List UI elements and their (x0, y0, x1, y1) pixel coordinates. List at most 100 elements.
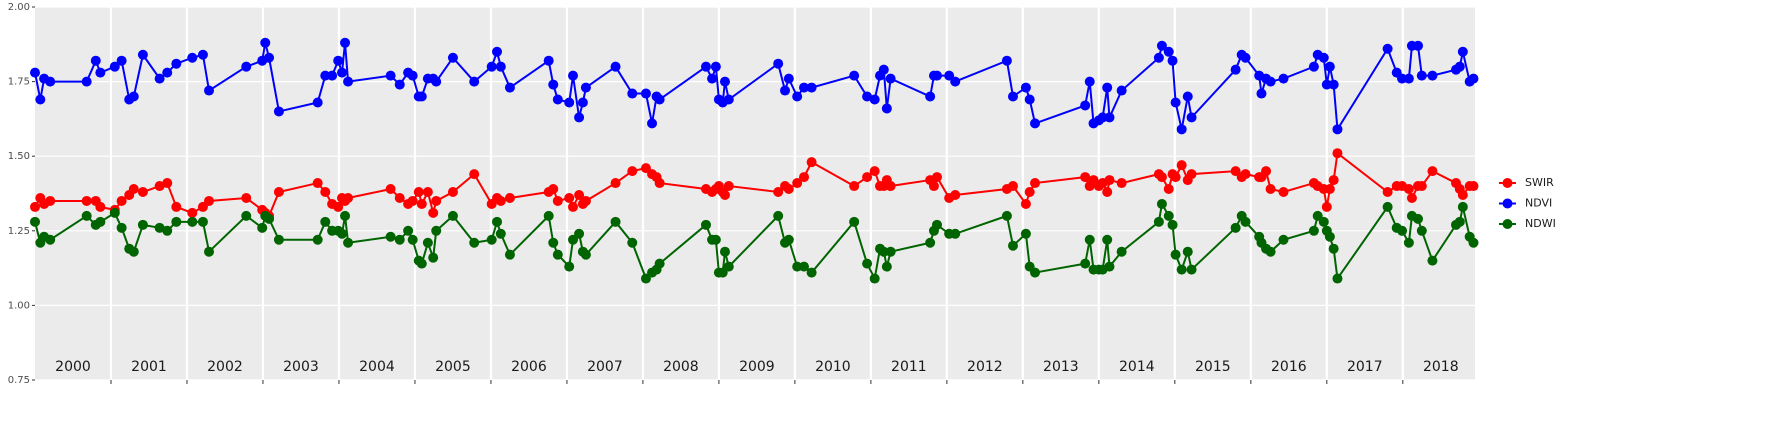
data-point (1403, 237, 1414, 248)
data-point (128, 91, 139, 102)
data-point (1324, 61, 1335, 72)
data-point (1020, 82, 1031, 93)
data-point (1397, 225, 1408, 236)
data-point (1084, 234, 1095, 245)
data-point (1084, 76, 1095, 87)
data-point (428, 252, 439, 263)
data-point (385, 231, 396, 242)
data-point (647, 118, 658, 129)
data-point (780, 85, 791, 96)
data-point (264, 52, 275, 63)
data-point (109, 207, 120, 218)
data-point (95, 216, 106, 227)
data-point (1406, 192, 1417, 203)
data-point (137, 187, 148, 198)
data-point (333, 201, 344, 212)
data-point (1382, 187, 1393, 198)
data-point (950, 76, 961, 87)
data-point (171, 58, 182, 69)
data-point (1308, 61, 1319, 72)
data-point (1020, 198, 1031, 209)
data-point (610, 178, 621, 189)
data-point (1156, 172, 1167, 183)
data-point (162, 178, 173, 189)
data-point (340, 210, 351, 221)
data-point (447, 52, 458, 63)
y-tick-label: 1.00 (8, 300, 30, 311)
data-point (407, 234, 418, 245)
data-point (95, 201, 106, 212)
data-point (719, 246, 730, 257)
data-point (1240, 169, 1251, 180)
data-point (336, 228, 347, 239)
data-point (1265, 76, 1276, 87)
data-point (416, 91, 427, 102)
data-point (568, 70, 579, 81)
data-point (719, 76, 730, 87)
data-point (320, 187, 331, 198)
data-point (1427, 70, 1438, 81)
data-point (81, 76, 92, 87)
data-point (495, 61, 506, 72)
data-point (1468, 237, 1479, 248)
data-point (447, 187, 458, 198)
data-point (1176, 124, 1187, 135)
data-point (799, 172, 810, 183)
data-point (422, 237, 433, 248)
data-point (1382, 43, 1393, 54)
data-point (1186, 112, 1197, 123)
data-point (116, 222, 127, 233)
data-point (806, 157, 817, 168)
data-point (1324, 184, 1335, 195)
data-point (1176, 264, 1187, 275)
data-point (1102, 82, 1113, 93)
legend-key-point (1502, 219, 1513, 229)
data-point (1265, 246, 1276, 257)
data-point (30, 216, 40, 227)
data-point (407, 195, 418, 206)
data-point (610, 61, 621, 72)
data-point (1230, 64, 1241, 75)
data-point (241, 61, 252, 72)
data-point (1104, 175, 1115, 186)
data-point (1382, 201, 1393, 212)
year-label: 2008 (663, 359, 699, 375)
data-point (580, 249, 591, 260)
data-point (552, 249, 563, 260)
data-point (504, 82, 515, 93)
legend-key-point (1502, 178, 1513, 188)
data-point (336, 67, 347, 78)
data-point (881, 261, 892, 272)
data-point (1240, 216, 1251, 227)
year-label: 2000 (55, 359, 91, 375)
data-point (1416, 70, 1427, 81)
data-point (492, 46, 503, 57)
data-point (343, 76, 354, 87)
data-point (1001, 210, 1012, 221)
plot-panel (35, 7, 1475, 380)
year-label: 2018 (1423, 359, 1459, 375)
data-point (431, 195, 442, 206)
data-point (773, 58, 784, 69)
data-point (1080, 172, 1091, 183)
data-point (719, 189, 730, 200)
data-point (1413, 213, 1424, 224)
data-point (312, 234, 323, 245)
data-point (1256, 88, 1267, 99)
year-label: 2011 (891, 359, 927, 375)
data-point (552, 195, 563, 206)
year-label: 2015 (1195, 359, 1231, 375)
data-point (486, 234, 497, 245)
data-point (1457, 46, 1468, 57)
data-point (95, 67, 106, 78)
data-point (862, 258, 873, 269)
data-point (340, 37, 351, 48)
data-point (431, 225, 442, 236)
data-point (869, 94, 880, 105)
data-point (469, 76, 480, 87)
data-point (413, 187, 424, 198)
data-point (950, 189, 961, 200)
data-point (548, 79, 559, 90)
data-point (925, 237, 936, 248)
data-point (197, 216, 208, 227)
